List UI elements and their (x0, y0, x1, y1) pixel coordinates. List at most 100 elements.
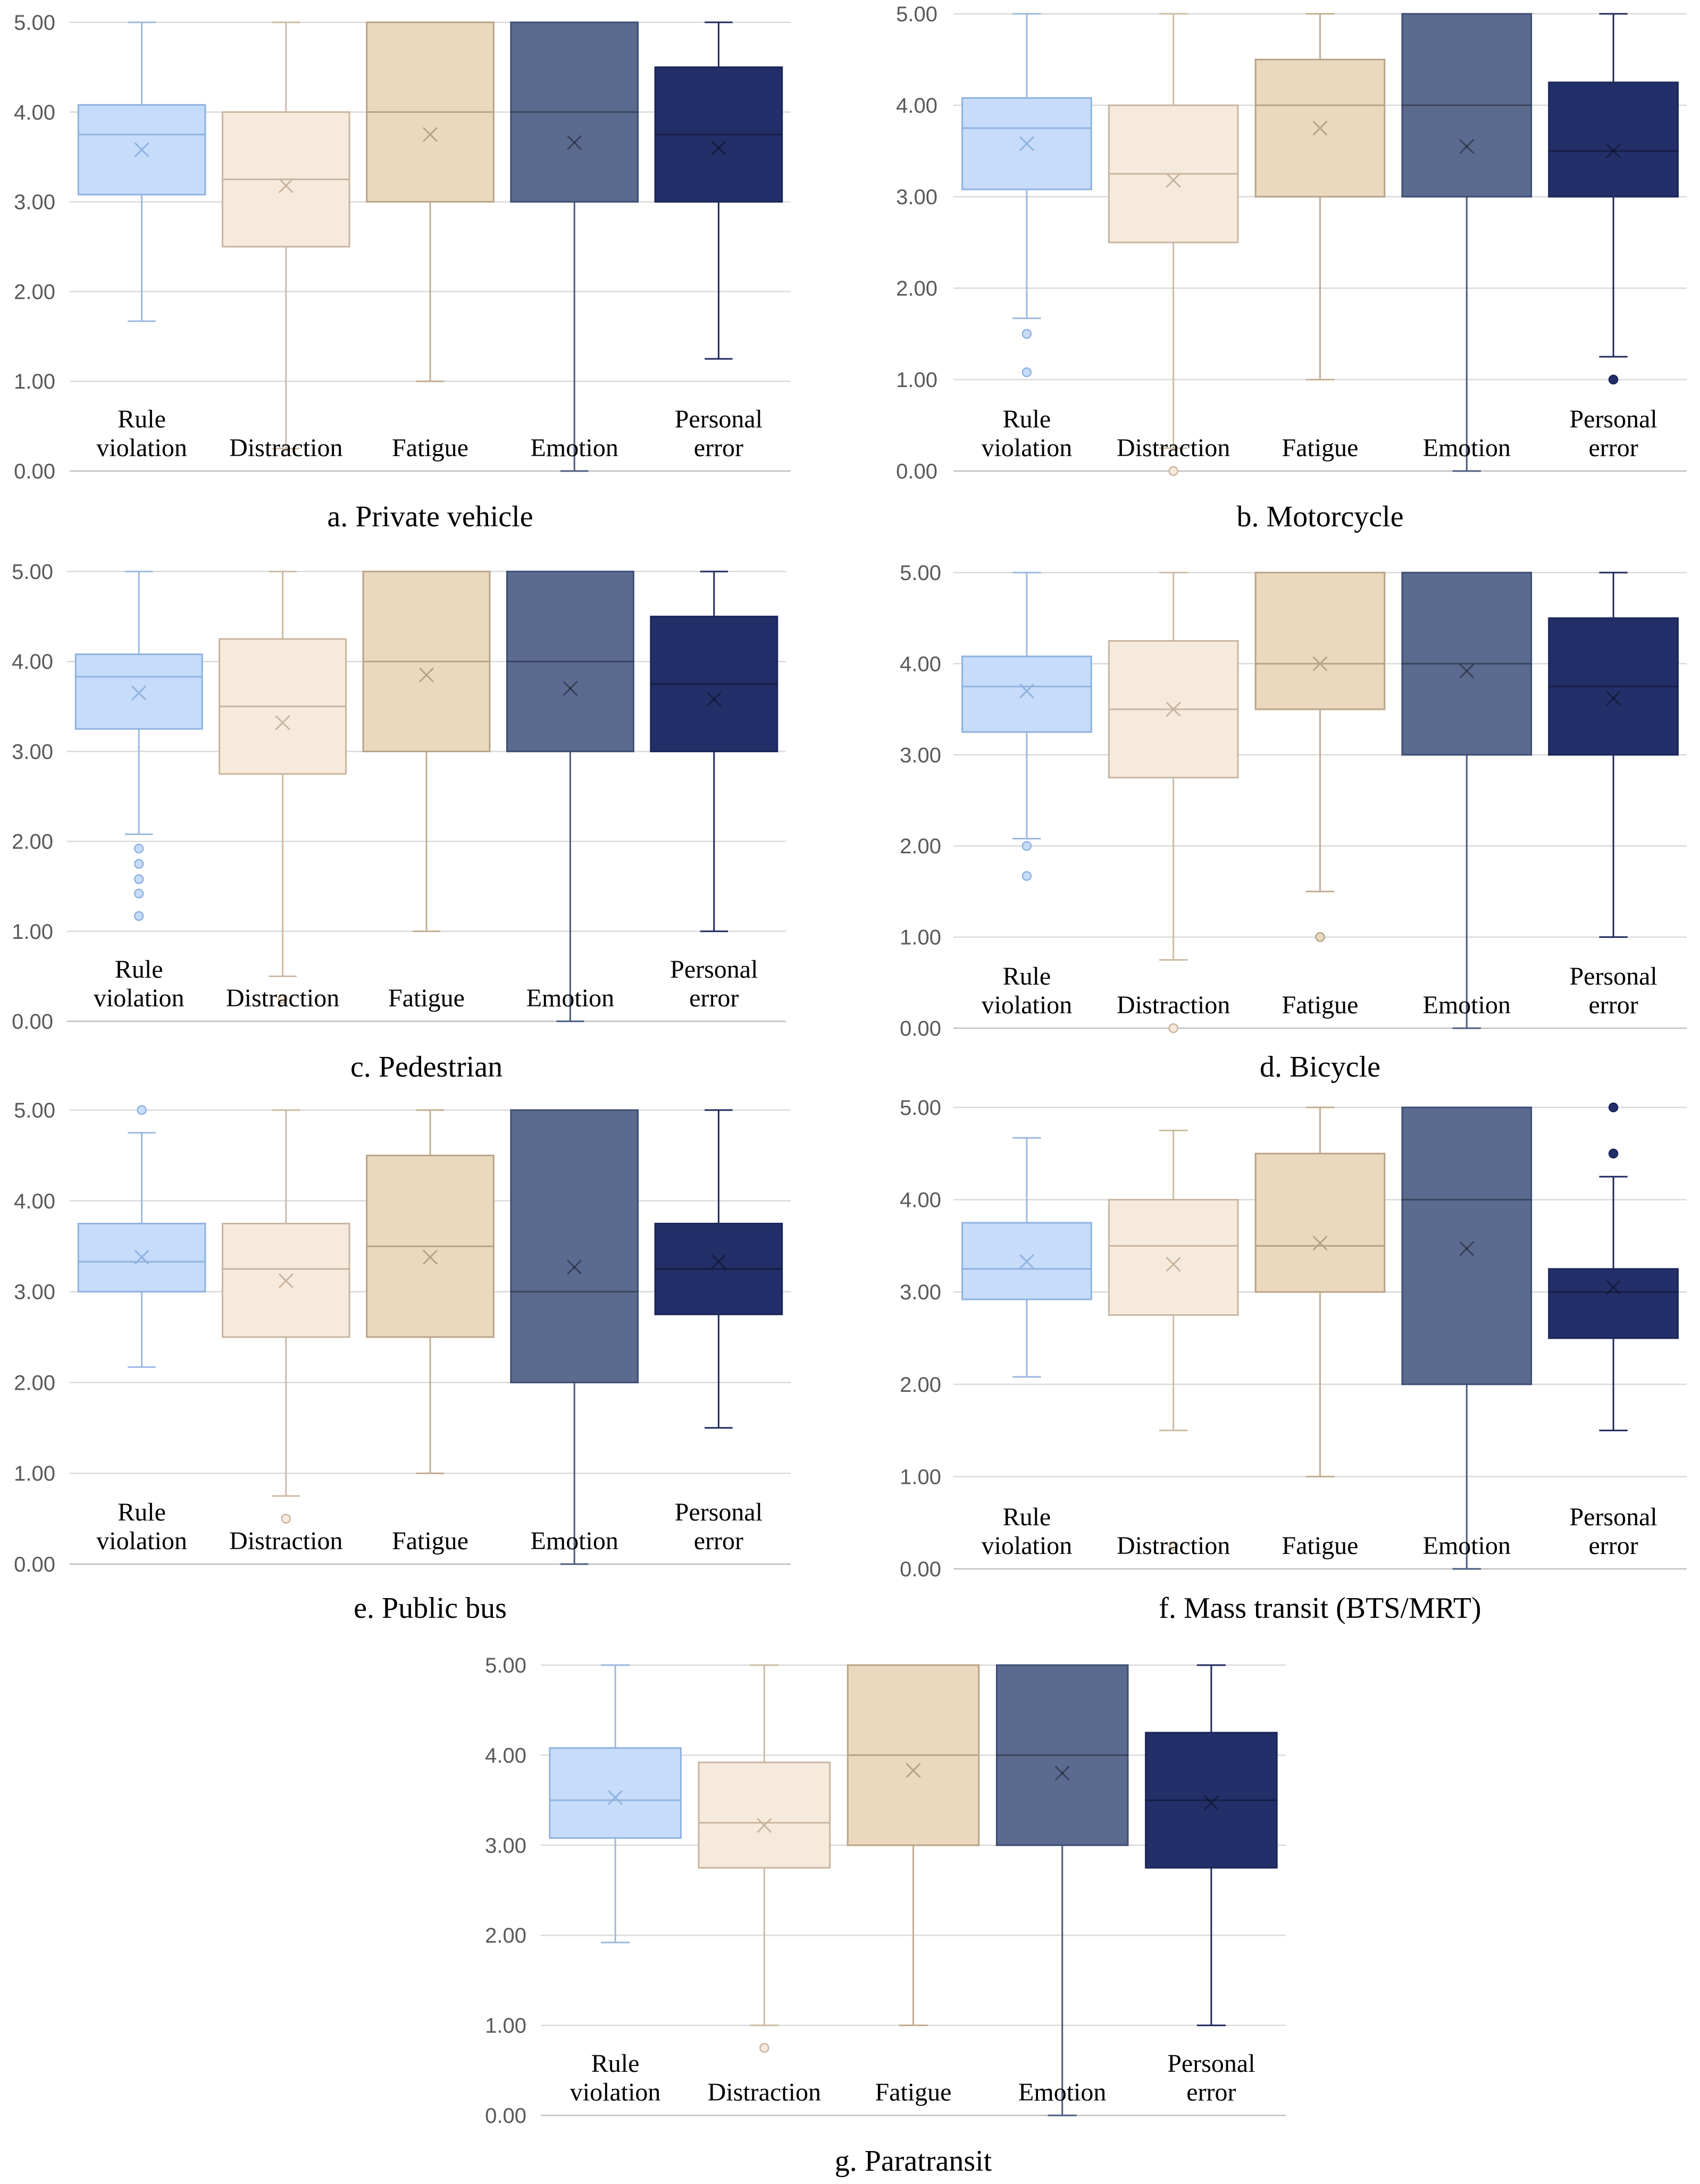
mean-marker (422, 127, 438, 142)
iqr-box (961, 656, 1092, 733)
panel-caption: e. Public bus (354, 1592, 507, 1625)
mean-marker (1019, 136, 1034, 152)
y-tick-label: 4.00 (14, 1190, 55, 1213)
box-3 (1254, 13, 1386, 381)
iqr-box (1548, 617, 1679, 756)
box-4 (995, 1664, 1129, 2116)
category-label: error (689, 984, 739, 1012)
mean-marker (1166, 172, 1181, 188)
category-label: Distraction (708, 2078, 821, 2106)
category-label: Emotion (1423, 1532, 1511, 1560)
box-5 (1548, 13, 1679, 385)
iqr-box (1254, 1153, 1386, 1293)
mean-marker (757, 1818, 772, 1833)
box-4 (1401, 1106, 1532, 1570)
outlier-point (133, 911, 144, 921)
category-label: violation (982, 434, 1073, 462)
category-label: Rule (1003, 405, 1051, 433)
box-1 (77, 1105, 206, 1368)
panel-caption: d. Bicycle (1260, 1051, 1380, 1083)
mean-marker (567, 1259, 582, 1275)
category-label: Personal (1569, 1503, 1657, 1531)
category-label: Distraction (229, 1527, 342, 1555)
iqr-box (510, 21, 639, 203)
box-1 (77, 21, 206, 322)
iqr-box (1145, 1732, 1278, 1869)
y-tick-label: 1.00 (900, 926, 941, 950)
iqr-box (1401, 572, 1532, 756)
mean-marker (1019, 1254, 1034, 1269)
y-tick-label: 2.00 (12, 830, 53, 854)
box-5 (1548, 1102, 1679, 1432)
outlier-point (281, 1514, 291, 1524)
mean-marker (1312, 1236, 1328, 1251)
y-tick-label: 1.00 (14, 370, 55, 393)
mean-marker (1606, 691, 1621, 706)
box-4 (510, 1109, 639, 1565)
mean-marker (131, 685, 147, 701)
category-label: Fatigue (392, 1527, 468, 1555)
y-tick-label: 4.00 (12, 650, 53, 674)
mean-marker (1166, 1257, 1181, 1272)
iqr-box (1548, 1268, 1679, 1339)
category-label: Personal (675, 1498, 763, 1526)
box-4 (1401, 13, 1532, 472)
category-label: error (1588, 1532, 1638, 1560)
y-tick-label: 0.00 (896, 460, 937, 483)
mean-marker (1459, 1241, 1475, 1256)
iqr-box (1401, 1106, 1532, 1385)
iqr-box (1401, 13, 1532, 198)
mean-marker (278, 178, 294, 194)
mean-marker (1054, 1766, 1070, 1781)
category-label: Distraction (1117, 434, 1230, 462)
category-label: Fatigue (392, 434, 468, 462)
box-5 (1145, 1664, 1278, 2027)
mean-marker (278, 1273, 294, 1289)
y-tick-label: 2.00 (14, 280, 55, 304)
box-5 (650, 570, 778, 933)
category-label: violation (982, 991, 1073, 1019)
box-5 (654, 21, 783, 360)
iqr-box (74, 653, 203, 730)
box-3 (847, 1664, 980, 2027)
y-tick-label: 0.00 (900, 1558, 941, 1581)
category-label: violation (570, 2078, 661, 2106)
y-tick-label: 1.00 (896, 368, 937, 392)
iqr-box (650, 616, 778, 752)
category-label: Distraction (1117, 1532, 1230, 1560)
outlier-point (1021, 367, 1032, 377)
mean-marker (275, 715, 290, 730)
mean-marker (567, 135, 582, 150)
outlier-point (1021, 841, 1032, 851)
y-tick-label: 2.00 (896, 277, 937, 300)
y-tick-label: 5.00 (896, 3, 937, 26)
box-1 (549, 1664, 682, 1944)
category-label: Fatigue (875, 2078, 952, 2106)
y-tick-label: 3.00 (12, 740, 53, 763)
panel-caption: g. Paratransit (835, 2145, 992, 2178)
mean-marker (1203, 1795, 1219, 1811)
outlier-point (1315, 932, 1325, 942)
box-1 (961, 13, 1092, 377)
box-1 (961, 1137, 1092, 1378)
iqr-box (1548, 81, 1679, 198)
iqr-box (654, 66, 783, 203)
outlier-point (759, 2043, 769, 2053)
box-1 (961, 572, 1092, 881)
category-label: Personal (1167, 2049, 1255, 2078)
category-label: Fatigue (1282, 991, 1359, 1019)
y-tick-label: 0.00 (14, 1553, 55, 1576)
mean-marker (711, 140, 726, 156)
category-label: Rule (115, 955, 163, 984)
mean-marker (1312, 656, 1328, 671)
iqr-box (510, 1109, 639, 1383)
y-tick-label: 0.00 (12, 1010, 53, 1034)
category-label: Distraction (226, 984, 339, 1012)
panel-caption: b. Motorcycle (1236, 500, 1403, 533)
category-label: Emotion (1423, 434, 1511, 462)
y-tick-label: 5.00 (14, 1099, 55, 1122)
box-1 (74, 570, 203, 921)
